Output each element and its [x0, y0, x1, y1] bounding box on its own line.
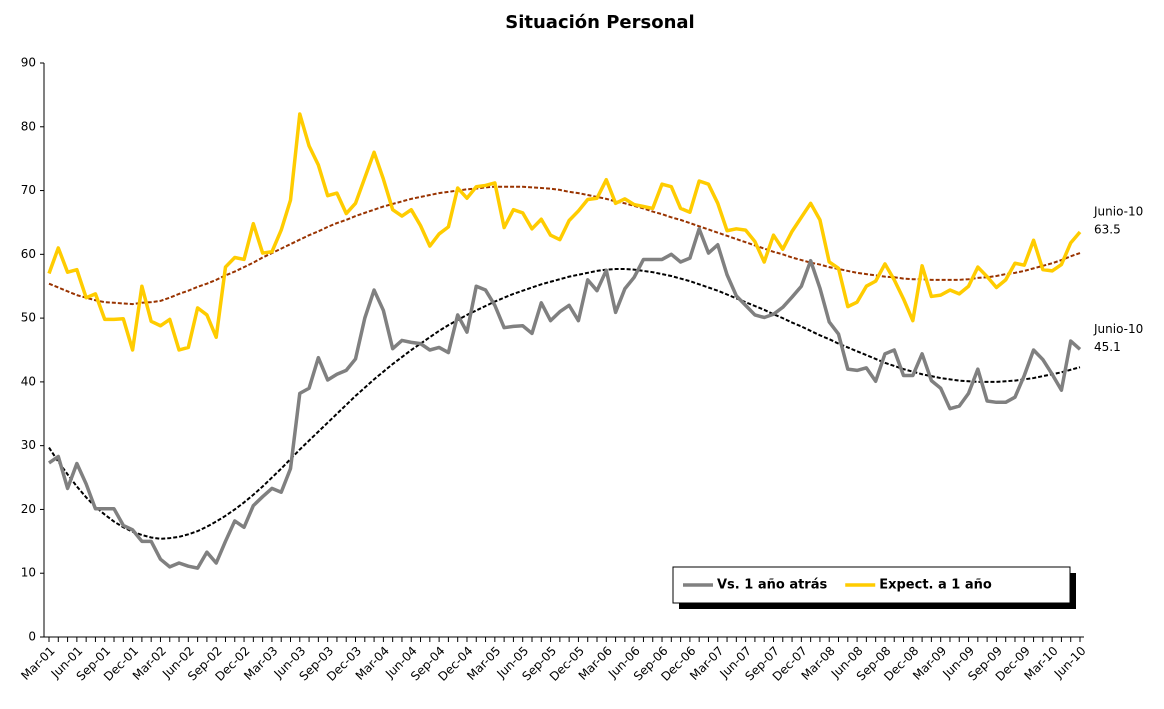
- y-tick-label: 80: [21, 119, 36, 133]
- x-tick-label: Mar-01: [18, 644, 57, 683]
- y-tick-label: 10: [21, 566, 36, 580]
- chart-title: Situación Personal: [505, 12, 694, 33]
- x-tick-label: Jun-10: [1051, 644, 1089, 682]
- y-tick-label: 30: [21, 438, 36, 452]
- y-tick-label: 90: [21, 56, 36, 70]
- end-label: Junio-10: [1093, 322, 1143, 336]
- y-tick-label: 60: [21, 247, 36, 261]
- y-tick-label: 0: [28, 630, 36, 644]
- end-label: Junio-10: [1093, 205, 1143, 219]
- trendline: [48, 185, 1081, 306]
- value-label: 63.5: [1094, 223, 1121, 237]
- series-line: [47, 112, 1082, 352]
- legend-label: Expect. a 1 año: [879, 578, 992, 593]
- y-tick-label: 70: [21, 183, 36, 197]
- legend-label: Vs. 1 año atrás: [717, 578, 827, 593]
- value-label: 45.1: [1094, 340, 1121, 354]
- y-tick-label: 20: [21, 502, 36, 516]
- trendline: [48, 268, 1081, 540]
- series-line: [48, 227, 1082, 570]
- y-tick-label: 40: [21, 374, 36, 388]
- y-tick-label: 50: [21, 311, 36, 325]
